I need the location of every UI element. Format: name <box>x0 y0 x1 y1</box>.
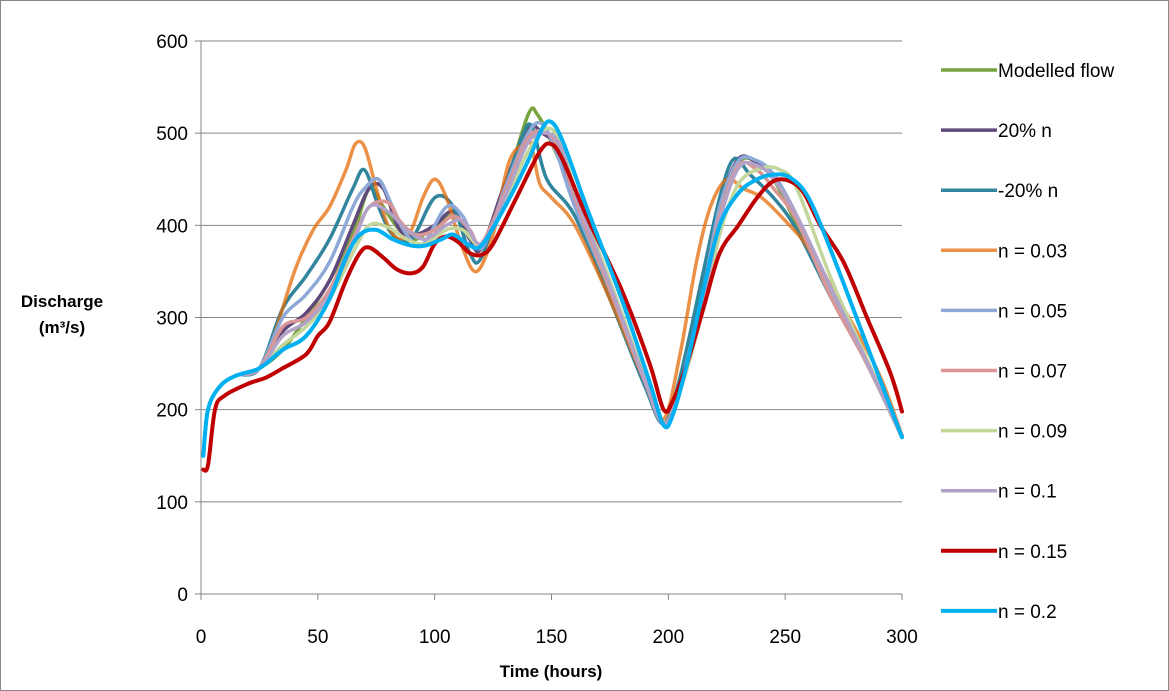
series-line-0 <box>201 106 904 458</box>
legend-label: Modelled flow <box>998 61 1114 82</box>
x-tick-labels: 0 50 100 150 200 250 300 <box>196 627 918 648</box>
y-tick-label: 100 <box>156 493 188 514</box>
y-tick-label: 200 <box>156 401 188 422</box>
x-axis-title: Time (hours) <box>500 662 603 681</box>
y-tick-label: 600 <box>156 32 188 53</box>
x-tick-label: 300 <box>886 627 918 648</box>
series-lines <box>201 106 904 473</box>
y-tick-labels: 0 100 200 300 400 500 600 <box>156 32 188 606</box>
legend-item: n = 0.15 <box>941 542 1067 563</box>
legend-label: -20% n <box>998 181 1058 202</box>
y-tick-label: 0 <box>177 585 188 606</box>
x-tick-label: 100 <box>419 627 451 648</box>
legend-item: n = 0.05 <box>941 301 1067 322</box>
y-axis-title-line1: Discharge <box>21 292 103 311</box>
y-tick-label: 500 <box>156 124 188 145</box>
legend-item: Modelled flow <box>941 61 1114 82</box>
y-axis-title-line2: (m³/s) <box>39 318 85 337</box>
x-tick-label: 50 <box>307 627 328 648</box>
legend: Modelled flow 20% n -20% n n = 0.03 n = 0.05… <box>941 61 1114 623</box>
x-tick-label: 200 <box>652 627 684 648</box>
series-line-5 <box>201 129 904 458</box>
x-tick-label: 0 <box>196 627 207 648</box>
y-tick-label: 400 <box>156 216 188 237</box>
axes <box>200 41 902 595</box>
legend-item: n = 0.2 <box>941 602 1057 623</box>
series-line-9 <box>201 119 904 458</box>
legend-item: 20% n <box>941 121 1052 142</box>
legend-item: n = 0.1 <box>941 482 1057 503</box>
series-line-7 <box>201 131 904 458</box>
legend-item: n = 0.09 <box>941 422 1067 443</box>
legend-label: n = 0.09 <box>998 422 1067 443</box>
legend-label: n = 0.07 <box>998 362 1067 383</box>
series-line-8 <box>201 141 904 473</box>
legend-label: 20% n <box>998 121 1052 142</box>
legend-label: n = 0.05 <box>998 301 1067 322</box>
legend-item: n = 0.03 <box>941 241 1067 262</box>
legend-label: n = 0.03 <box>998 241 1067 262</box>
legend-item: -20% n <box>941 181 1058 202</box>
legend-label: n = 0.1 <box>998 482 1057 503</box>
legend-label: n = 0.15 <box>998 542 1067 563</box>
series-line-4 <box>201 120 904 458</box>
legend-label: n = 0.2 <box>998 602 1057 623</box>
x-tick-label: 250 <box>769 627 801 648</box>
y-tick-label: 300 <box>156 309 188 330</box>
legend-item: n = 0.07 <box>941 362 1067 383</box>
x-tick-label: 150 <box>536 627 568 648</box>
